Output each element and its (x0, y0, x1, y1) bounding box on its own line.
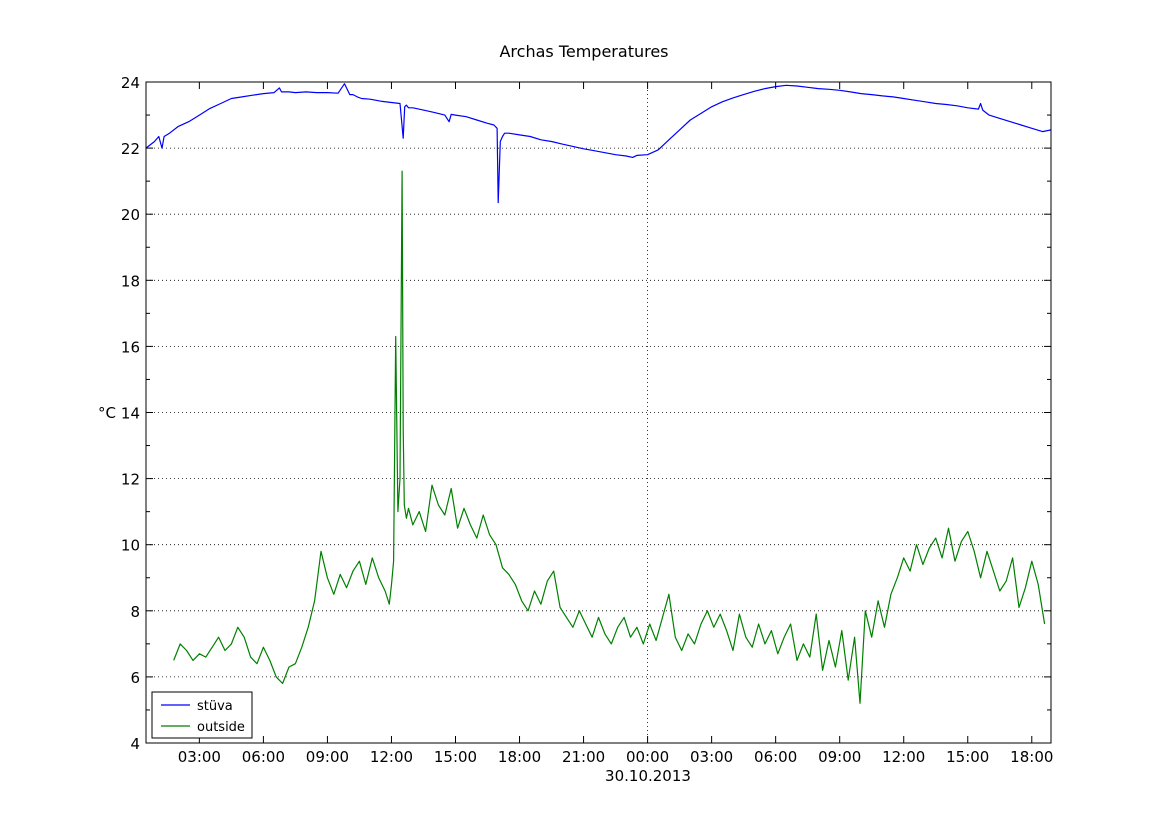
legend-box (151, 691, 253, 739)
x-axis-label: 30.10.2013 (605, 767, 691, 785)
x-tick-label: 18:00 (498, 748, 541, 766)
y-tick-label: 8 (130, 603, 140, 621)
series-line-outside (173, 170, 1046, 704)
y-tick-label: 12 (121, 471, 140, 489)
y-tick-label: 24 (121, 74, 140, 92)
x-tick-label: 06:00 (242, 748, 285, 766)
x-tick-label: 12:00 (370, 748, 413, 766)
x-tick-label: 09:00 (818, 748, 861, 766)
y-axis-label: °C (98, 404, 116, 422)
x-tick-label: 06:00 (754, 748, 797, 766)
series-layer (145, 83, 1052, 704)
ticks-layer (146, 81, 1051, 744)
legend: stüva outside (151, 691, 253, 739)
x-tick-label: 03:00 (178, 748, 221, 766)
x-tick-label: 15:00 (434, 748, 477, 766)
y-tick-label: 16 (121, 338, 140, 356)
x-tick-label: 09:00 (306, 748, 349, 766)
x-tick-label: 12:00 (882, 748, 925, 766)
legend-label-outside: outside (197, 720, 245, 735)
x-tick-label: 15:00 (946, 748, 989, 766)
chart-title: Archas Temperatures (499, 42, 668, 61)
labels-layer: 4 6 8 10 12 14 16 18 20 22 24 03:00 06:00 09:00 12:00 1… (121, 74, 1054, 766)
y-tick-label: 4 (130, 735, 140, 753)
y-tick-label: 20 (121, 206, 140, 224)
x-tick-label: 03:00 (690, 748, 733, 766)
x-tick-label: 21:00 (562, 748, 605, 766)
grid-layer (146, 82, 1051, 743)
y-tick-label: 18 (121, 272, 140, 290)
x-tick-label: 00:00 (626, 748, 669, 766)
y-tick-label: 22 (121, 140, 140, 158)
y-tick-label: 14 (121, 405, 140, 423)
x-tick-label: 18:00 (1010, 748, 1053, 766)
legend-label-stuva: stüva (197, 699, 233, 714)
series-line-stuva (145, 83, 1052, 204)
y-tick-label: 10 (121, 537, 140, 555)
y-tick-label: 6 (130, 669, 140, 687)
